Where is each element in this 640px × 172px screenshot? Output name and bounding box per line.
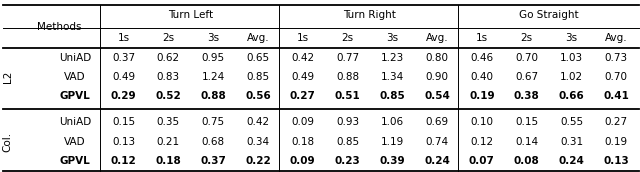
Text: 0.65: 0.65 [246, 53, 269, 63]
Text: VAD: VAD [64, 72, 86, 82]
Text: 0.67: 0.67 [515, 72, 538, 82]
Text: GPVL: GPVL [60, 91, 90, 101]
Text: 0.51: 0.51 [335, 91, 360, 101]
Text: Go Straight: Go Straight [519, 10, 579, 20]
Text: VAD: VAD [64, 137, 86, 147]
Text: 0.19: 0.19 [605, 137, 628, 147]
Text: 0.29: 0.29 [111, 91, 136, 101]
Text: 0.68: 0.68 [202, 137, 225, 147]
Text: 0.39: 0.39 [380, 156, 405, 166]
Text: 0.56: 0.56 [245, 91, 271, 101]
Text: 3s: 3s [207, 33, 219, 43]
Text: 3s: 3s [387, 33, 398, 43]
Text: 0.74: 0.74 [426, 137, 449, 147]
Text: 0.95: 0.95 [202, 53, 225, 63]
Text: 1.23: 1.23 [381, 53, 404, 63]
Text: 0.42: 0.42 [246, 117, 269, 127]
Text: 0.08: 0.08 [514, 156, 540, 166]
Text: 1s: 1s [297, 33, 308, 43]
Text: 2s: 2s [342, 33, 353, 43]
Text: 0.49: 0.49 [291, 72, 314, 82]
Text: 0.14: 0.14 [515, 137, 538, 147]
Text: 0.19: 0.19 [469, 91, 495, 101]
Text: 0.18: 0.18 [156, 156, 181, 166]
Text: Col.: Col. [3, 132, 13, 152]
Text: Avg.: Avg. [426, 33, 449, 43]
Text: UniAD: UniAD [59, 117, 91, 127]
Text: 0.88: 0.88 [200, 91, 226, 101]
Text: 0.85: 0.85 [380, 91, 405, 101]
Text: 0.27: 0.27 [605, 117, 628, 127]
Text: Avg.: Avg. [605, 33, 628, 43]
Text: 0.23: 0.23 [335, 156, 360, 166]
Text: 0.24: 0.24 [559, 156, 584, 166]
Text: 0.80: 0.80 [426, 53, 449, 63]
Text: 0.10: 0.10 [470, 117, 493, 127]
Text: 0.88: 0.88 [336, 72, 359, 82]
Text: 0.24: 0.24 [424, 156, 450, 166]
Text: 0.75: 0.75 [202, 117, 225, 127]
Text: 0.93: 0.93 [336, 117, 359, 127]
Text: 0.40: 0.40 [470, 72, 493, 82]
Text: 1.24: 1.24 [202, 72, 225, 82]
Text: 0.12: 0.12 [470, 137, 493, 147]
Text: 1.03: 1.03 [560, 53, 583, 63]
Text: UniAD: UniAD [59, 53, 91, 63]
Text: 0.12: 0.12 [111, 156, 136, 166]
Text: 0.18: 0.18 [291, 137, 314, 147]
Text: 0.38: 0.38 [514, 91, 540, 101]
Text: 2s: 2s [521, 33, 532, 43]
Text: 0.54: 0.54 [424, 91, 450, 101]
Text: 0.83: 0.83 [157, 72, 180, 82]
Text: 2s: 2s [163, 33, 174, 43]
Text: L2: L2 [3, 71, 13, 83]
Text: 0.13: 0.13 [112, 137, 135, 147]
Text: 0.13: 0.13 [604, 156, 629, 166]
Text: 0.15: 0.15 [515, 117, 538, 127]
Text: 0.69: 0.69 [426, 117, 449, 127]
Text: 3s: 3s [566, 33, 577, 43]
Text: 1.19: 1.19 [381, 137, 404, 147]
Text: 0.09: 0.09 [291, 117, 314, 127]
Text: 0.62: 0.62 [157, 53, 180, 63]
Text: 1s: 1s [118, 33, 129, 43]
Text: GPVL: GPVL [60, 156, 90, 166]
Text: 0.85: 0.85 [336, 137, 359, 147]
Text: 0.21: 0.21 [157, 137, 180, 147]
Text: 0.77: 0.77 [336, 53, 359, 63]
Text: 0.42: 0.42 [291, 53, 314, 63]
Text: 0.41: 0.41 [604, 91, 629, 101]
Text: 1.06: 1.06 [381, 117, 404, 127]
Text: 0.35: 0.35 [157, 117, 180, 127]
Text: 0.09: 0.09 [290, 156, 316, 166]
Text: Turn Left: Turn Left [168, 10, 213, 20]
Text: 1.02: 1.02 [560, 72, 583, 82]
Text: 0.31: 0.31 [560, 137, 583, 147]
Text: 0.15: 0.15 [112, 117, 135, 127]
Text: 0.66: 0.66 [559, 91, 584, 101]
Text: 0.73: 0.73 [605, 53, 628, 63]
Text: 0.70: 0.70 [515, 53, 538, 63]
Text: 0.37: 0.37 [200, 156, 226, 166]
Text: Avg.: Avg. [246, 33, 269, 43]
Text: 0.52: 0.52 [156, 91, 181, 101]
Text: 0.90: 0.90 [426, 72, 449, 82]
Text: 0.85: 0.85 [246, 72, 269, 82]
Text: Turn Right: Turn Right [344, 10, 396, 20]
Text: 0.55: 0.55 [560, 117, 583, 127]
Text: 0.37: 0.37 [112, 53, 135, 63]
Text: 0.70: 0.70 [605, 72, 628, 82]
Text: 0.07: 0.07 [469, 156, 495, 166]
Text: 0.46: 0.46 [470, 53, 493, 63]
Text: 0.22: 0.22 [245, 156, 271, 166]
Text: 0.49: 0.49 [112, 72, 135, 82]
Text: 1s: 1s [476, 33, 488, 43]
Text: 1.34: 1.34 [381, 72, 404, 82]
Text: Methods: Methods [36, 22, 81, 31]
Text: 0.34: 0.34 [246, 137, 269, 147]
Text: 0.27: 0.27 [290, 91, 316, 101]
